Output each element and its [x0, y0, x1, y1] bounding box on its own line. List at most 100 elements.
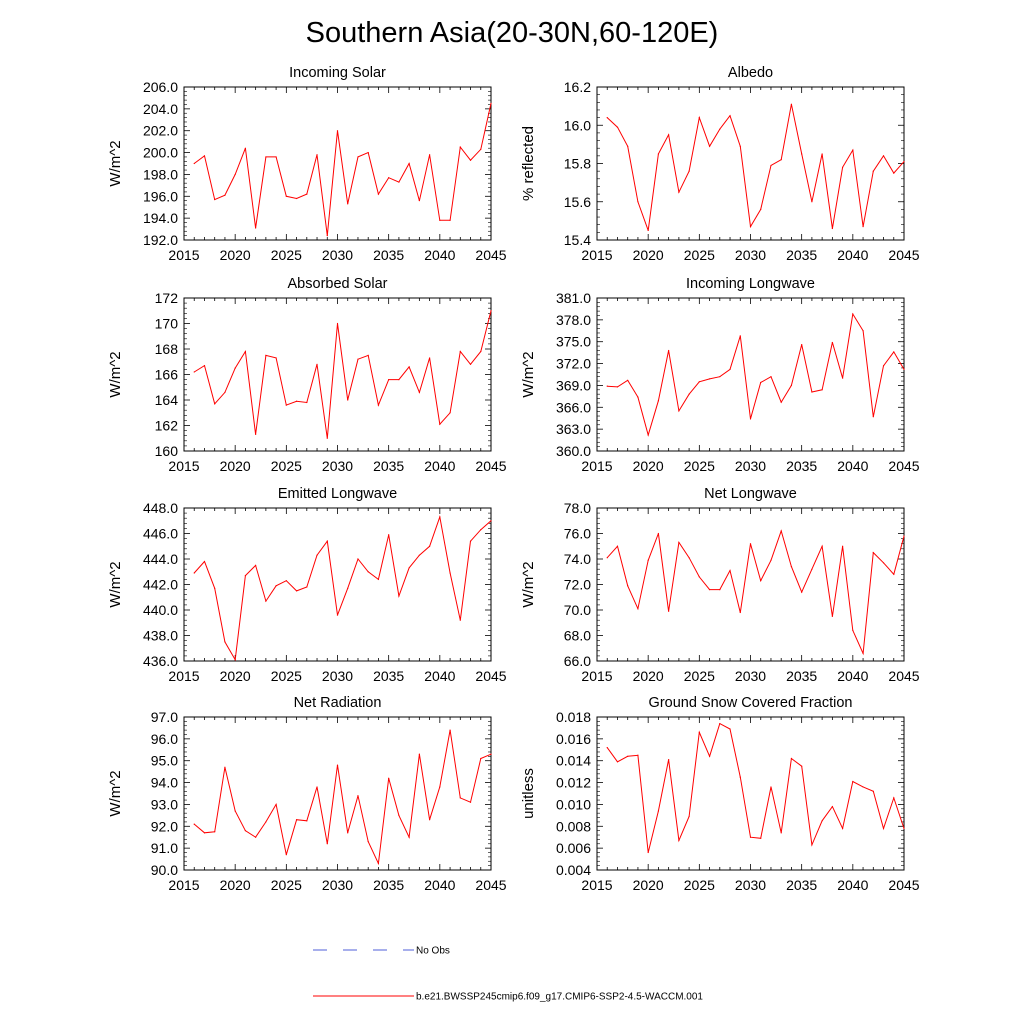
series-line: [193, 310, 492, 439]
data-point: [265, 821, 267, 823]
data-point: [244, 350, 246, 353]
data-point: [719, 376, 721, 378]
series-line: [606, 722, 905, 853]
data-point: [627, 379, 629, 381]
data-point: [316, 554, 318, 556]
data-point: [224, 641, 226, 643]
data-point: [831, 806, 833, 808]
y-tick-label: 72.0: [564, 577, 591, 593]
data-point: [480, 757, 482, 760]
figure-title: Southern Asia(20-30N,60-120E): [306, 17, 719, 49]
y-tick-label: 91.0: [151, 840, 178, 856]
data-point: [244, 830, 246, 832]
data-point: [678, 541, 680, 544]
chart-panel-7: Net Radiation 2015 2020 2025 2030 2035 2040 204…: [107, 695, 507, 893]
data-point: [790, 566, 793, 568]
y-tick-label: 436.0: [143, 653, 178, 669]
data-point: [698, 117, 700, 119]
data-point: [770, 559, 772, 561]
data-point: [429, 545, 431, 547]
x-tick-label: 2035: [373, 877, 404, 893]
data-point: [367, 840, 369, 843]
data-point: [459, 619, 461, 621]
data-point: [203, 155, 206, 157]
data-point: [480, 350, 482, 353]
x-tick-label: 2030: [735, 877, 766, 893]
data-point: [780, 832, 782, 834]
data-point: [234, 659, 236, 661]
x-tick-label: 2035: [786, 247, 817, 263]
data-point: [244, 147, 246, 149]
data-point: [668, 349, 670, 352]
y-tick-label: 93.0: [151, 796, 178, 812]
series-line: [606, 529, 905, 656]
data-point: [862, 330, 864, 332]
x-tick-label: 2030: [322, 877, 353, 893]
y-tick-label: 164: [155, 392, 179, 408]
chart-title: Net Radiation: [294, 695, 382, 711]
data-point: [739, 611, 741, 614]
legend: No Obs b.e21.BWSSP245cmip6.f09_g17.CMIP6…: [313, 946, 703, 1003]
y-tick-label: 446.0: [143, 526, 178, 542]
data-point: [326, 540, 328, 542]
data-point: [469, 363, 472, 365]
data-point: [616, 545, 619, 547]
data-point: [842, 827, 844, 830]
data-point: [203, 364, 206, 367]
data-point: [872, 170, 874, 172]
data-point: [729, 569, 731, 572]
data-point: [295, 590, 298, 592]
data-point: [688, 815, 690, 818]
data-point: [616, 126, 619, 128]
x-tick-label: 2035: [786, 668, 817, 684]
data-point: [657, 400, 660, 402]
data-point: [234, 173, 236, 176]
data-point: [760, 208, 762, 210]
y-tick-label: 369.0: [556, 377, 591, 393]
data-point: [306, 586, 308, 588]
data-point: [668, 759, 670, 761]
data-point: [882, 365, 885, 367]
series-line: [193, 514, 492, 662]
data-point: [449, 572, 451, 574]
data-point: [234, 367, 236, 369]
data-point: [449, 412, 451, 414]
x-tick-label: 2020: [633, 458, 664, 474]
y-tick-label: 168: [155, 341, 179, 357]
x-tick-label: 2025: [271, 458, 302, 474]
data-point: [490, 753, 492, 755]
data-point: [459, 350, 461, 353]
data-point: [852, 780, 854, 783]
x-tick-label: 2045: [888, 877, 919, 893]
data-point: [637, 608, 639, 610]
x-tick-label: 2020: [220, 668, 251, 684]
data-point: [418, 391, 420, 393]
data-point: [770, 786, 772, 788]
data-point: [749, 226, 752, 228]
data-point: [316, 786, 318, 788]
plot-frame: [596, 716, 905, 871]
data-point: [490, 310, 492, 312]
data-point: [224, 194, 226, 196]
chart-title: Net Longwave: [704, 486, 797, 502]
data-point: [275, 357, 277, 359]
y-tick-label: 448.0: [143, 500, 178, 516]
x-tick-label: 2020: [633, 668, 664, 684]
chart-title: Ground Snow Covered Fraction: [649, 695, 853, 711]
data-point: [616, 761, 619, 763]
data-point: [801, 591, 803, 593]
data-point: [377, 404, 380, 406]
data-point: [698, 731, 700, 733]
chart-title: Absorbed Solar: [288, 276, 388, 292]
data-point: [377, 578, 380, 581]
data-point: [882, 562, 885, 564]
x-tick-label: 2045: [888, 247, 919, 263]
data-point: [780, 401, 782, 403]
data-point: [265, 156, 267, 158]
data-point: [893, 573, 895, 575]
y-tick-label: 366.0: [556, 399, 591, 415]
y-tick-label: 0.010: [556, 796, 591, 812]
y-tick-label: 15.6: [564, 194, 591, 210]
data-point: [719, 722, 721, 725]
